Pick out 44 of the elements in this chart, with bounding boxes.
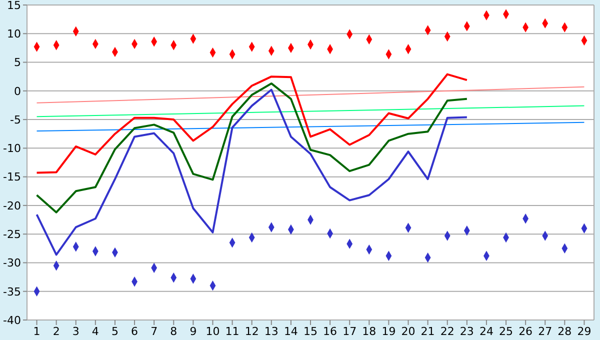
y-tick-label: -40 — [3, 314, 21, 327]
y-tick-label: -35 — [3, 285, 21, 298]
line-series — [36, 82, 468, 214]
line-series — [36, 73, 468, 174]
x-tick-label: 2 — [52, 324, 60, 338]
x-tick-label: 11 — [225, 324, 240, 338]
x-tick-label: 26 — [518, 324, 533, 338]
y-tick-label: -10 — [3, 142, 21, 156]
x-tick-label: 6 — [131, 324, 138, 338]
x-tick-label: 4 — [92, 324, 99, 338]
y-tick-label: -15 — [3, 170, 21, 184]
x-tick-label: 9 — [190, 324, 197, 338]
x-tick-label: 10 — [206, 324, 220, 338]
x-tick-label: 12 — [244, 324, 259, 338]
y-tick-label: -30 — [3, 256, 21, 270]
y-tick-label: -25 — [3, 228, 21, 241]
line-series — [36, 88, 468, 256]
x-tick-label: 19 — [382, 324, 396, 338]
x-tick-label: 23 — [460, 324, 474, 338]
y-tick-label: 15 — [7, 0, 21, 12]
x-tick-label: 7 — [150, 324, 158, 338]
x-tick-label: 29 — [577, 324, 592, 338]
x-tick-label: 20 — [401, 324, 416, 338]
y-tick-label: 10 — [7, 28, 21, 41]
x-tick-label: 21 — [420, 324, 435, 338]
x-tick-label: 22 — [440, 324, 454, 338]
x-tick-label: 14 — [284, 324, 298, 338]
x-tick-label: 13 — [264, 324, 278, 338]
x-tick-label: 28 — [558, 324, 572, 338]
x-tick-label: 25 — [499, 324, 514, 338]
x-tick-label: 17 — [342, 324, 357, 338]
y-tick-label: 5 — [14, 56, 21, 70]
x-tick-label: 16 — [323, 324, 338, 338]
y-tick-label: 0 — [14, 84, 21, 98]
x-tick-label: 8 — [170, 324, 178, 338]
x-tick-label: 18 — [362, 324, 376, 338]
x-tick-label: 15 — [304, 324, 318, 338]
x-tick-label: 24 — [479, 324, 494, 338]
x-tick-label: 3 — [72, 324, 80, 338]
x-tick-label: 1 — [33, 324, 40, 338]
x-tick-label: 27 — [538, 324, 552, 338]
x-tick-label: 5 — [111, 324, 118, 338]
y-tick-label: -5 — [10, 113, 21, 126]
y-tick-label: -20 — [3, 199, 21, 212]
